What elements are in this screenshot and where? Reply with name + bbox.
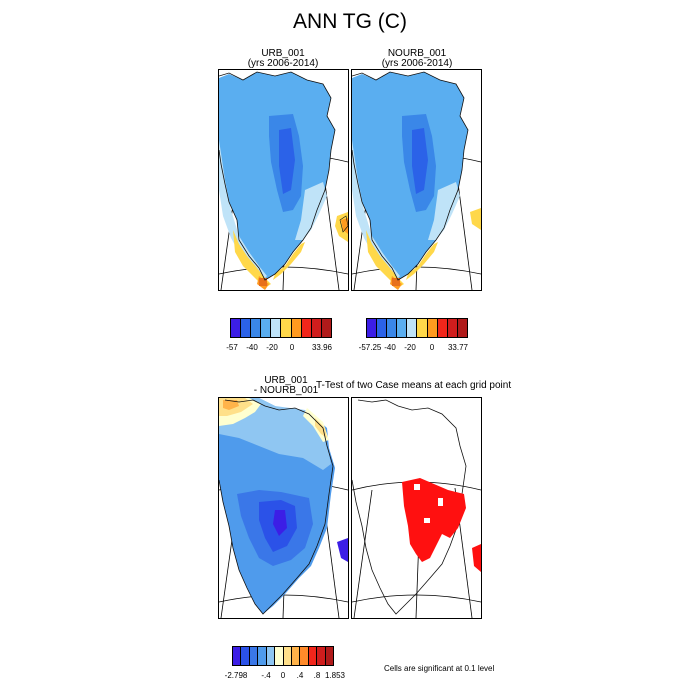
urb-tick: -20 — [266, 343, 278, 352]
urb-colorbar-swatch — [321, 319, 331, 337]
nourb-colorbar-swatch — [447, 319, 458, 337]
urb-tick: 0 — [289, 343, 295, 352]
diff-colorbar-swatch — [308, 647, 318, 665]
urb-map — [219, 71, 348, 290]
nourb-colorbar-swatch — [427, 319, 438, 337]
nourb-title-line2: (yrs 2006-2014) — [381, 58, 453, 69]
urb-colorbar-swatch — [271, 319, 282, 337]
diff-colorbar-swatch — [233, 647, 242, 665]
urb-colorbar-ticks: -57 -40 -20 0 33.96 — [226, 343, 333, 353]
diff-panel-title: URB_001 - NOURB_001 — [246, 376, 326, 396]
diff-colorbar-swatch — [291, 647, 301, 665]
nourb-tick: -20 — [404, 343, 416, 352]
nourb-tick: -57.25 — [358, 343, 382, 352]
diff-colorbar — [232, 646, 334, 666]
diff-colorbar-swatch — [283, 647, 292, 665]
nourb-tick: 33.77 — [447, 343, 469, 352]
ttest-panel-title: T-Test of two Case means at each grid po… — [316, 380, 512, 391]
diff-colorbar-ticks: -2.798 -.4 0 .4 .8 1.853 — [225, 671, 346, 681]
figure-title: ANN TG (C) — [293, 10, 407, 33]
diff-colorbar-swatch — [300, 647, 309, 665]
urb-title-line2: (yrs 2006-2014) — [247, 58, 319, 69]
urb-tick: 33.96 — [311, 343, 333, 352]
ttest-map — [352, 399, 481, 618]
diff-map — [219, 398, 348, 618]
urb-colorbar-swatch — [231, 319, 242, 337]
diff-colorbar-swatch — [266, 647, 276, 665]
urb-tick: -57 — [226, 343, 238, 352]
nourb-title-line1: NOURB_001 — [387, 48, 447, 59]
nourb-colorbar-swatch — [407, 319, 418, 337]
diff-colorbar-swatch — [249, 647, 259, 665]
diff-tick: 0 — [280, 671, 286, 680]
diff-tick: 1.853 — [324, 671, 346, 680]
urb-colorbar-swatch — [301, 319, 312, 337]
diff-colorbar-swatch — [325, 647, 334, 665]
nourb-colorbar-swatch — [377, 319, 388, 337]
urb-colorbar-swatch — [261, 319, 272, 337]
nourb-colorbar-swatch — [437, 319, 448, 337]
diff-title-line1: URB_001 — [264, 375, 308, 386]
diff-map-panel — [218, 397, 349, 619]
diff-tick: .4 — [296, 671, 304, 680]
urb-colorbar-swatch — [311, 319, 322, 337]
nourb-colorbar-ticks: -57.25 -40 -20 0 33.77 — [359, 343, 469, 353]
diff-tick: -2.798 — [224, 671, 248, 680]
diff-colorbar-swatch — [241, 647, 250, 665]
ttest-map-panel — [351, 397, 482, 619]
significance-note: Cells are significant at 0.1 level — [384, 664, 495, 673]
nourb-colorbar-swatch — [387, 319, 398, 337]
urb-colorbar-swatch — [251, 319, 262, 337]
nourb-colorbar-swatch — [397, 319, 408, 337]
urb-colorbar — [230, 318, 332, 338]
nourb-panel-title: NOURB_001 (yrs 2006-2014) — [352, 49, 482, 69]
nourb-tick: -40 — [384, 343, 396, 352]
urb-map-panel — [218, 69, 349, 291]
urb-title-line1: URB_001 — [261, 48, 305, 59]
nourb-colorbar-swatch — [417, 319, 428, 337]
nourb-map-panel — [351, 69, 482, 291]
nourb-tick: 0 — [429, 343, 435, 352]
nourb-colorbar-swatch — [457, 319, 467, 337]
nourb-colorbar — [366, 318, 468, 338]
urb-panel-title: URB_001 (yrs 2006-2014) — [218, 49, 348, 69]
nourb-map — [352, 71, 481, 290]
urb-colorbar-swatch — [281, 319, 292, 337]
diff-tick: -.4 — [261, 671, 271, 680]
diff-colorbar-swatch — [275, 647, 284, 665]
urb-tick: -40 — [246, 343, 258, 352]
diff-colorbar-swatch — [317, 647, 326, 665]
urb-colorbar-swatch — [241, 319, 252, 337]
diff-tick: .8 — [313, 671, 321, 680]
diff-title-line2: - NOURB_001 — [253, 385, 319, 396]
nourb-colorbar-swatch — [367, 319, 378, 337]
urb-colorbar-swatch — [291, 319, 302, 337]
diff-colorbar-swatch — [258, 647, 267, 665]
